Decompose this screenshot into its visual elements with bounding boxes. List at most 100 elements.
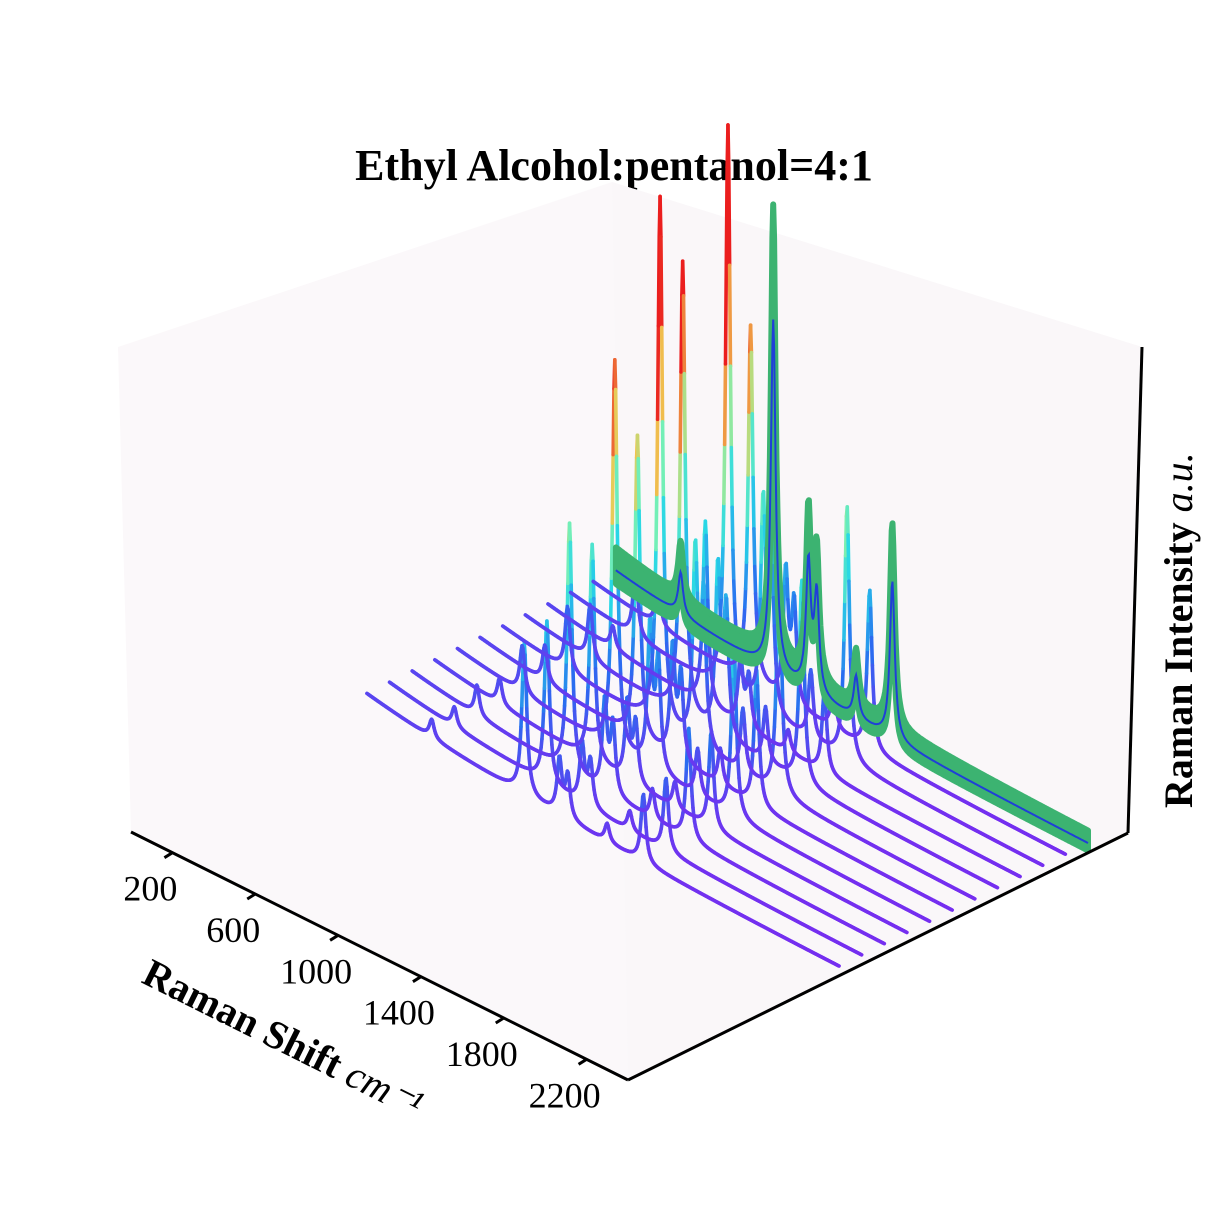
spectrum-segment (568, 540, 574, 587)
spectrum-segment (679, 667, 684, 685)
spectrum-segment (613, 357, 618, 392)
spectrum-segment (630, 634, 636, 661)
spectrum-segment (690, 794, 695, 810)
spectrum-segment (613, 387, 619, 459)
spectrum-segment (605, 719, 610, 735)
spectrum-segment (658, 194, 663, 239)
spectrum-segment (705, 684, 710, 703)
spectrum-segment (681, 698, 686, 717)
spectrum-segment (562, 685, 568, 708)
spectrum-segment (548, 712, 553, 734)
spectrum-segment (600, 723, 605, 742)
spectrum-segment (724, 597, 730, 621)
spectrum-segment (704, 533, 709, 570)
spectrum-segment (608, 576, 614, 621)
spectrum-segment (520, 677, 525, 708)
spectrum-segment (542, 658, 548, 691)
spectrum-segment (682, 371, 687, 457)
spectrum-segment (673, 636, 678, 654)
spectrum-segment (727, 665, 732, 687)
spectrum-segment (728, 683, 733, 700)
spectrum-segment (588, 558, 594, 599)
spectrum-segment (659, 234, 664, 330)
spectrum-segment (819, 718, 824, 735)
spectrum-segment (687, 643, 692, 661)
spectrum-segment (612, 729, 617, 747)
spectrum-segment (680, 259, 686, 298)
spectrum-segment (707, 644, 713, 663)
spectrum-segment (666, 798, 671, 816)
spectrum-segment (648, 616, 654, 637)
spectrum-segment (707, 748, 712, 769)
spectrum-segment (804, 721, 809, 740)
spectrum-segment (636, 456, 641, 513)
spectrum-segment (617, 650, 623, 676)
spectrum-segment (567, 618, 572, 634)
spectrum-segment (660, 419, 666, 500)
spectrum-segment (693, 538, 699, 565)
spectrum-segment (654, 492, 659, 552)
spectrum-segment (728, 731, 733, 755)
spectrum-segment (611, 386, 616, 457)
spectrum-segment (594, 689, 599, 711)
spectrum-segment (682, 783, 688, 800)
spectrum-series-9 (365, 641, 841, 968)
spectrum-segment (796, 684, 801, 711)
spectrum-segment (755, 684, 761, 713)
spectrum-segment (688, 759, 694, 783)
spectrum-segment (517, 740, 522, 755)
spectrum-segment (609, 521, 615, 581)
spectrum-segment (643, 813, 648, 829)
spectrum-segment (590, 542, 595, 564)
spectrum-segment (566, 539, 571, 586)
spectrum-segment (651, 615, 657, 640)
spectrum-segment (619, 687, 625, 703)
spectrum-segment (678, 370, 683, 454)
spectrum-segment (679, 293, 684, 374)
spectrum-segment (701, 532, 707, 568)
spectrum-segment (683, 452, 688, 522)
spectrum-segment (701, 563, 706, 600)
spectrum-segment (651, 673, 656, 688)
spectrum-segment (639, 638, 645, 666)
spectrum-segment (571, 663, 576, 694)
spectrum-segment (654, 658, 659, 677)
spectrum-segment (563, 660, 569, 690)
spectrum-segment (712, 775, 717, 793)
spectrum-segment (681, 294, 687, 376)
spectrum-segment (750, 738, 756, 758)
stick-series-group (341, 331, 504, 900)
spectrum-segment (683, 767, 689, 788)
spectrum-segment (716, 556, 721, 581)
spectrum-segment (633, 507, 638, 564)
spectrum-segment (571, 690, 577, 713)
spectrum-series-group (365, 123, 1068, 968)
back-right-pane (612, 182, 1142, 1080)
spectrum-segment (703, 519, 708, 538)
spectrum-segment (710, 741, 715, 763)
spectrum-segment (656, 234, 662, 328)
spectrum-segment (659, 325, 665, 424)
spectrum-segment (607, 645, 612, 670)
spectrum-segment (614, 454, 620, 528)
spectrum-segment (635, 433, 641, 461)
spectrum-segment (771, 725, 777, 743)
chart-title: Ethyl Alcohol:pentanol=4:1 (355, 141, 873, 190)
spectrum-segment (585, 685, 590, 705)
spectrum-segment (772, 706, 778, 729)
spectrum-segment (661, 495, 667, 556)
spectrum-segment (677, 450, 683, 519)
spectrum-segment (635, 726, 640, 743)
spectrum-segment (684, 517, 689, 570)
spectrum-segment (567, 521, 573, 545)
spectrum-segment (705, 565, 710, 603)
spectrum-segment (633, 455, 639, 511)
spectrum-segment (665, 657, 671, 674)
spectrum-segment (657, 668, 663, 695)
spectrum-segment (656, 651, 662, 672)
spectrum-segment (613, 743, 618, 760)
spectrum-segment (780, 666, 785, 702)
spectrum-segment (587, 632, 592, 667)
spectrum-segment (687, 726, 692, 743)
